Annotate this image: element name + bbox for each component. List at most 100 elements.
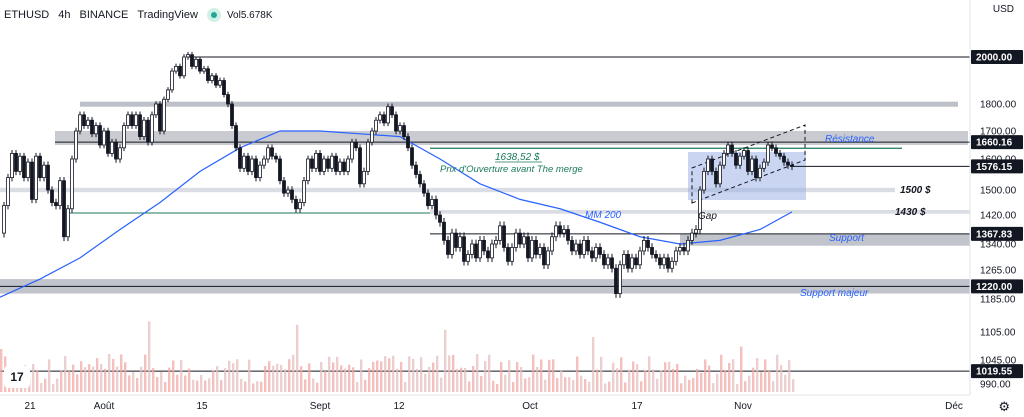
volume-bar bbox=[608, 381, 611, 392]
volume-bar bbox=[376, 360, 379, 392]
candle-body bbox=[534, 239, 538, 255]
price-label-text: 1019.55 bbox=[976, 367, 1013, 378]
candle-body bbox=[146, 119, 150, 143]
candle-body bbox=[754, 158, 758, 179]
currency-label[interactable]: USD bbox=[992, 4, 1014, 15]
candle-body bbox=[10, 152, 14, 178]
volume-bar bbox=[104, 368, 107, 392]
volume-bar bbox=[256, 381, 259, 392]
volume-bar bbox=[484, 361, 487, 392]
candle-body bbox=[594, 247, 598, 259]
annotation-label: Prix d'Ouverture avant The merge bbox=[440, 164, 583, 175]
volume-bar bbox=[576, 356, 579, 392]
gear-icon[interactable]: ⚙ bbox=[998, 399, 1010, 414]
volume-bar bbox=[344, 368, 347, 392]
volume-bar bbox=[392, 355, 395, 392]
volume-bar bbox=[508, 360, 511, 392]
candle-body bbox=[418, 174, 422, 185]
volume-bar bbox=[280, 365, 283, 392]
candle-body bbox=[350, 141, 354, 160]
volume-bar bbox=[348, 364, 351, 392]
volume-bar bbox=[780, 365, 783, 392]
candle-body bbox=[122, 125, 126, 149]
volume-bar bbox=[128, 375, 131, 392]
volume-bar bbox=[152, 368, 155, 392]
volume-bar bbox=[736, 383, 739, 392]
candle-body bbox=[194, 58, 198, 67]
y-tick-label: 1045.00 bbox=[980, 356, 1017, 367]
candle-body bbox=[662, 257, 666, 266]
volume-bar bbox=[636, 363, 639, 392]
volume-bar bbox=[388, 358, 391, 392]
volume-bar bbox=[464, 368, 467, 392]
volume-bar bbox=[316, 382, 319, 392]
candle-body bbox=[326, 158, 330, 169]
volume-bar bbox=[372, 361, 375, 392]
volume-bar bbox=[728, 362, 731, 392]
volume-bar bbox=[444, 329, 447, 392]
volume-bar bbox=[568, 377, 571, 392]
candle-body bbox=[602, 253, 606, 266]
volume-bar bbox=[76, 374, 79, 392]
candle-body bbox=[570, 239, 574, 252]
candle-body bbox=[318, 152, 322, 172]
volume-bar bbox=[244, 381, 247, 392]
candle-body bbox=[306, 158, 310, 182]
volume-bar bbox=[288, 359, 291, 392]
volume-bar bbox=[572, 379, 575, 392]
volume-bar bbox=[88, 364, 91, 392]
price-label-text: 1660.16 bbox=[976, 138, 1013, 149]
volume-bar bbox=[504, 374, 507, 392]
candle-body bbox=[294, 198, 298, 210]
candle-body bbox=[38, 155, 42, 178]
interval-label[interactable]: 4h bbox=[58, 9, 71, 21]
volume-bar bbox=[424, 373, 427, 392]
volume-bar bbox=[592, 337, 595, 392]
symbol-label[interactable]: ETHUSD bbox=[4, 9, 50, 21]
candle-body bbox=[530, 239, 534, 259]
volume-bar bbox=[364, 379, 367, 392]
volume-bar bbox=[112, 358, 115, 392]
volume-bar bbox=[356, 381, 359, 392]
candle-body bbox=[786, 161, 790, 166]
candle-body bbox=[670, 260, 674, 269]
candle-body bbox=[498, 225, 502, 241]
volume-bar bbox=[788, 360, 791, 392]
candle-body bbox=[90, 119, 94, 135]
volume-bar bbox=[32, 363, 35, 392]
candle-body bbox=[238, 147, 242, 169]
volume-bar bbox=[268, 361, 271, 392]
candle-body bbox=[386, 106, 390, 124]
volume-bar bbox=[68, 370, 71, 392]
annotation-label: MM 200 bbox=[585, 210, 622, 221]
volume-bar bbox=[732, 359, 735, 392]
x-tick-label: 21 bbox=[24, 401, 36, 412]
volume-bar bbox=[192, 379, 195, 392]
volume-bar bbox=[140, 366, 143, 392]
volume-bar bbox=[332, 362, 335, 392]
candle-body bbox=[482, 239, 486, 252]
volume-bar bbox=[476, 354, 479, 392]
volume-bar bbox=[436, 355, 439, 392]
volume-bar bbox=[116, 366, 119, 392]
candle-body bbox=[18, 155, 22, 172]
candle-body bbox=[470, 243, 474, 255]
candle-body bbox=[506, 247, 510, 262]
candle-body bbox=[442, 221, 446, 241]
volume-bar bbox=[692, 378, 695, 392]
candle-body bbox=[74, 130, 78, 160]
candle-body bbox=[654, 253, 658, 259]
volume-bar bbox=[52, 383, 55, 392]
candle-body bbox=[142, 119, 146, 137]
ma200-line bbox=[0, 130, 793, 298]
volume-bar bbox=[716, 373, 719, 392]
candle-body bbox=[490, 243, 494, 259]
candle-body bbox=[522, 236, 526, 245]
volume-bar bbox=[380, 361, 383, 392]
candle-body bbox=[242, 155, 246, 169]
tradingview-logo-icon[interactable]: 17 bbox=[4, 366, 30, 388]
candle-body bbox=[250, 158, 254, 172]
volume-bar bbox=[696, 368, 699, 392]
volume-bar bbox=[544, 379, 547, 392]
